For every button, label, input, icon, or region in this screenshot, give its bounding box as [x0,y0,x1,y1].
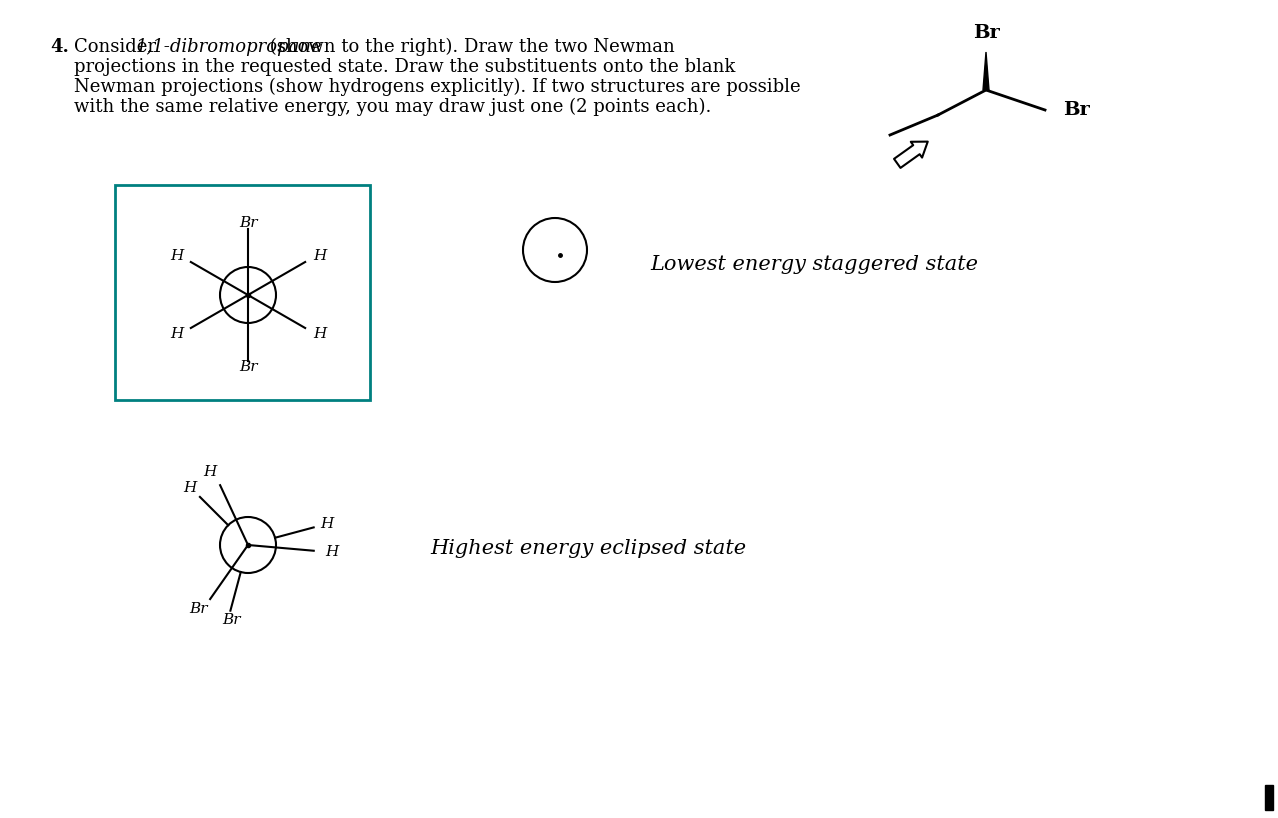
Bar [115,185,371,400]
Text: H: H [203,465,217,479]
Bar [1265,785,1273,810]
Text: H: H [313,249,326,263]
Text: H: H [183,482,196,496]
Text: Highest energy eclipsed state: Highest energy eclipsed state [429,538,746,558]
Text: Br: Br [222,614,240,627]
Text: 4.: 4. [50,38,69,56]
Text: projections in the requested state. Draw the substituents onto the blank: projections in the requested state. Draw… [74,58,735,76]
Text: H: H [170,249,183,263]
Text: Br: Br [239,360,257,374]
Text: H: H [170,327,183,341]
Text: Newman projections (show hydrogens explicitly). If two structures are possible: Newman projections (show hydrogens expli… [74,78,800,97]
Text: H: H [321,517,334,532]
Text: Br: Br [239,216,257,230]
Text: H: H [313,327,326,341]
Text: 1,1-dibromopropane: 1,1-dibromopropane [135,38,322,56]
Text: Br: Br [189,601,207,615]
Text: with the same relative energy, you may draw just one (2 points each).: with the same relative energy, you may d… [74,98,712,116]
Text: Lowest energy staggered state: Lowest energy staggered state [651,255,978,275]
Text: Consider: Consider [74,38,162,56]
Text: H: H [325,545,339,559]
Text: Br: Br [973,24,999,42]
Text: Br: Br [1063,101,1090,119]
Polygon shape [983,52,989,90]
Text: (shown to the right). Draw the two Newman: (shown to the right). Draw the two Newma… [265,38,675,56]
